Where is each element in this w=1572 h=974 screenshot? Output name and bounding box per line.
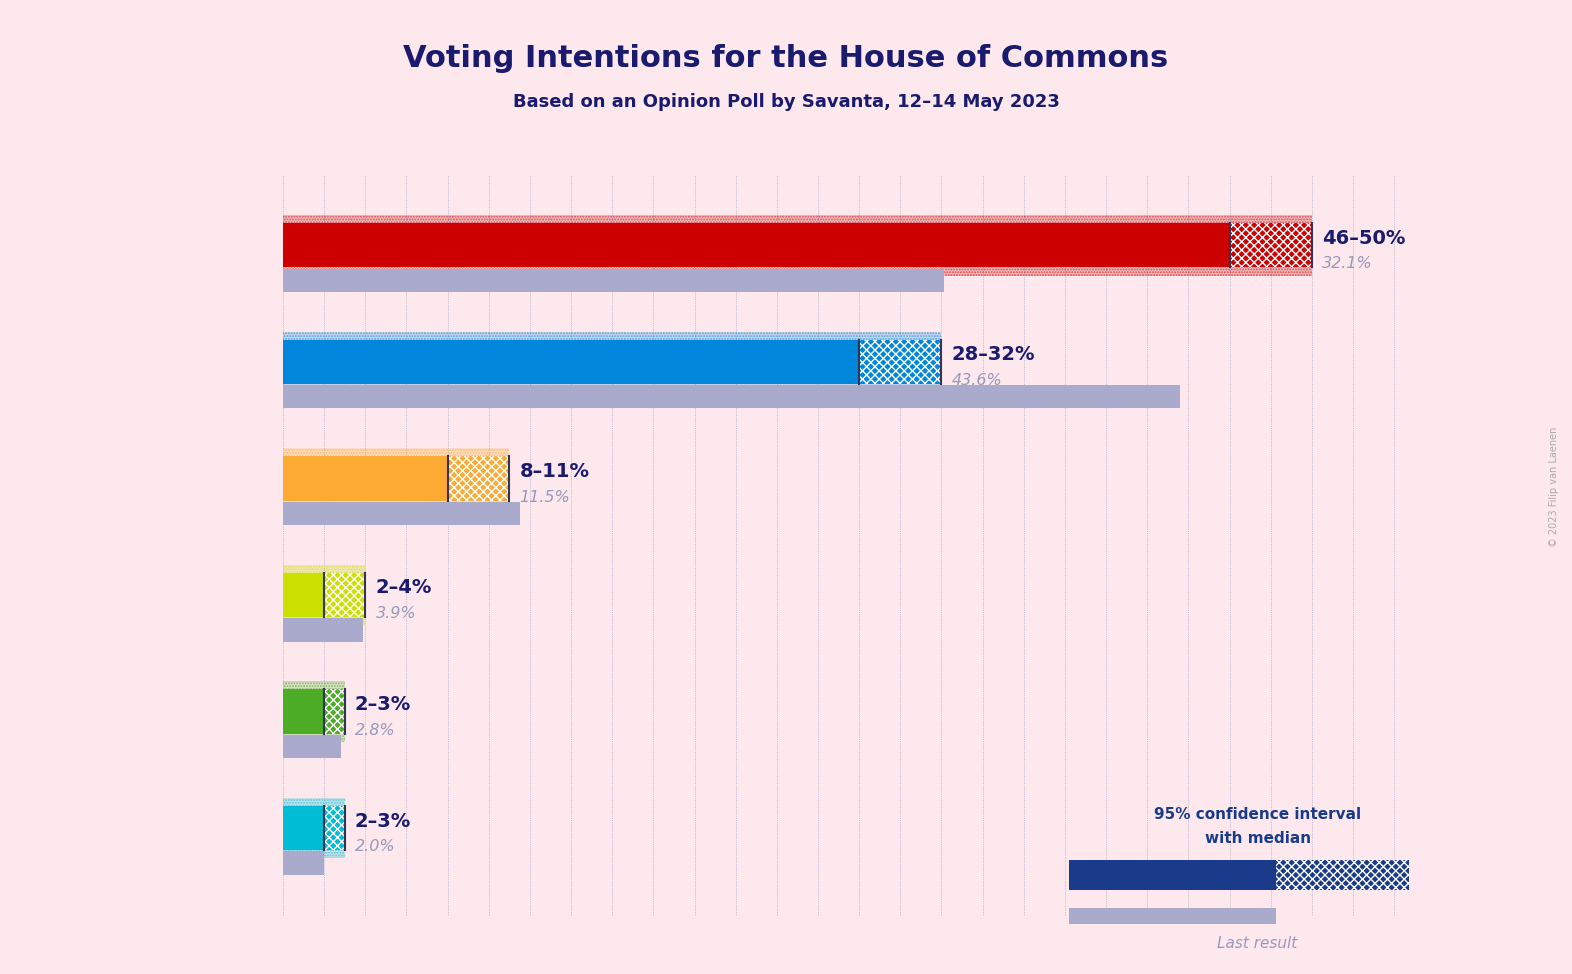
Bar bbox=[283, 690, 324, 733]
Bar bbox=[283, 448, 509, 508]
Bar bbox=[324, 690, 344, 733]
Text: 95% confidence interval: 95% confidence interval bbox=[1154, 806, 1361, 822]
Bar bbox=[283, 681, 344, 742]
Text: 46–50%: 46–50% bbox=[1322, 229, 1405, 247]
Bar bbox=[283, 681, 344, 742]
Text: Last result: Last result bbox=[1217, 936, 1298, 952]
Bar bbox=[283, 618, 363, 642]
Bar bbox=[324, 805, 344, 850]
Bar bbox=[283, 269, 943, 292]
Bar bbox=[283, 340, 860, 384]
Bar bbox=[283, 805, 324, 850]
Bar bbox=[324, 805, 344, 850]
Bar bbox=[1229, 223, 1313, 268]
Bar bbox=[860, 340, 942, 384]
Bar bbox=[283, 456, 448, 501]
Bar bbox=[283, 331, 942, 393]
Bar bbox=[283, 215, 1313, 276]
Bar bbox=[1276, 860, 1409, 890]
Bar bbox=[324, 573, 365, 618]
Text: 8–11%: 8–11% bbox=[520, 462, 590, 481]
Text: 3.9%: 3.9% bbox=[376, 606, 417, 621]
Text: 32.1%: 32.1% bbox=[1322, 256, 1372, 272]
Bar bbox=[324, 690, 344, 733]
Bar bbox=[1229, 223, 1313, 268]
Text: 28–32%: 28–32% bbox=[951, 346, 1036, 364]
Bar bbox=[283, 798, 344, 858]
Bar bbox=[283, 215, 1313, 276]
Bar bbox=[283, 851, 324, 875]
Bar bbox=[283, 385, 1181, 408]
Text: Based on an Opinion Poll by Savanta, 12–14 May 2023: Based on an Opinion Poll by Savanta, 12–… bbox=[512, 93, 1060, 110]
Bar bbox=[283, 331, 942, 393]
Text: Voting Intentions for the House of Commons: Voting Intentions for the House of Commo… bbox=[404, 44, 1168, 73]
Text: 2–4%: 2–4% bbox=[376, 579, 432, 597]
Bar bbox=[283, 798, 344, 858]
Text: 2.0%: 2.0% bbox=[355, 840, 396, 854]
Bar bbox=[448, 456, 509, 501]
Bar bbox=[1069, 908, 1276, 924]
Bar bbox=[283, 223, 1229, 268]
Bar bbox=[1069, 860, 1276, 890]
Bar bbox=[283, 448, 509, 508]
Text: with median: with median bbox=[1204, 832, 1311, 846]
Bar bbox=[283, 502, 520, 525]
Text: 2–3%: 2–3% bbox=[355, 695, 412, 714]
Text: 11.5%: 11.5% bbox=[520, 490, 571, 505]
Text: 2.8%: 2.8% bbox=[355, 723, 396, 737]
Text: 43.6%: 43.6% bbox=[951, 373, 1003, 388]
Bar bbox=[860, 340, 942, 384]
Text: 2–3%: 2–3% bbox=[355, 811, 412, 831]
Bar bbox=[283, 565, 365, 625]
Bar bbox=[324, 573, 365, 618]
Text: © 2023 Filip van Laenen: © 2023 Filip van Laenen bbox=[1550, 427, 1559, 547]
Bar bbox=[283, 573, 324, 618]
Bar bbox=[283, 565, 365, 625]
Bar bbox=[448, 456, 509, 501]
Bar bbox=[283, 734, 341, 758]
Bar bbox=[1276, 860, 1409, 890]
